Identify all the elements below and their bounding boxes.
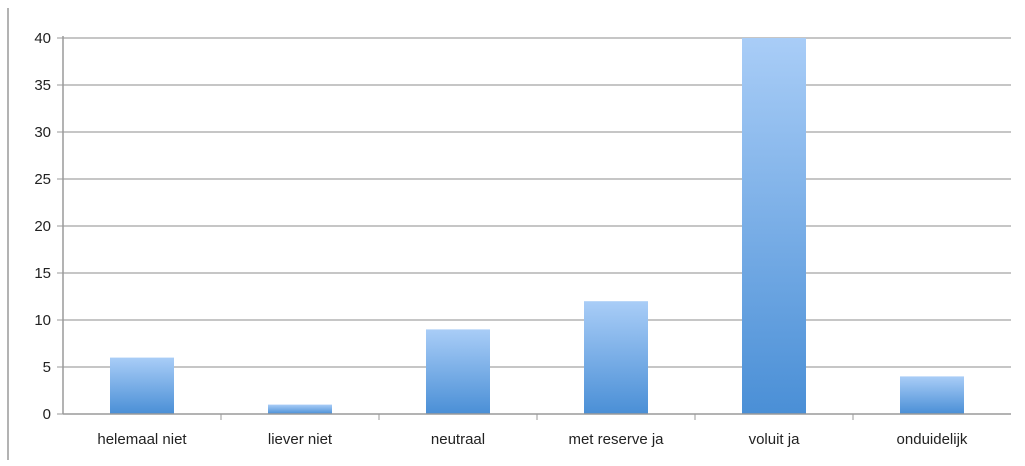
x-category-label: neutraal — [431, 431, 485, 448]
bar — [110, 357, 174, 414]
bar — [584, 301, 648, 414]
x-category-labels: helemaal niet liever niet neutraal met rese… — [97, 431, 968, 448]
y-tick-labels: 0 5 10 15 20 25 30 35 40 — [34, 30, 63, 423]
y-tick-label: 0 — [43, 406, 51, 423]
bar — [742, 38, 806, 414]
bar — [900, 376, 964, 414]
x-category-label: voluit ja — [749, 431, 801, 448]
y-tick-label: 25 — [34, 171, 51, 188]
y-tick-label: 10 — [34, 312, 51, 329]
y-tick-label: 40 — [34, 30, 51, 47]
axes — [62, 36, 1011, 420]
bar — [426, 329, 490, 414]
x-category-label: onduidelijk — [897, 431, 968, 448]
y-tick-label: 5 — [43, 359, 51, 376]
x-category-label: met reserve ja — [568, 431, 664, 448]
y-tick-label: 20 — [34, 218, 51, 235]
y-tick-label: 15 — [34, 265, 51, 282]
y-tick-label: 35 — [34, 77, 51, 94]
y-tick-label: 30 — [34, 124, 51, 141]
bar — [268, 404, 332, 414]
x-category-label: liever niet — [268, 431, 333, 448]
gridlines — [63, 37, 1011, 368]
bars — [110, 38, 964, 414]
x-category-label: helemaal niet — [97, 431, 187, 448]
